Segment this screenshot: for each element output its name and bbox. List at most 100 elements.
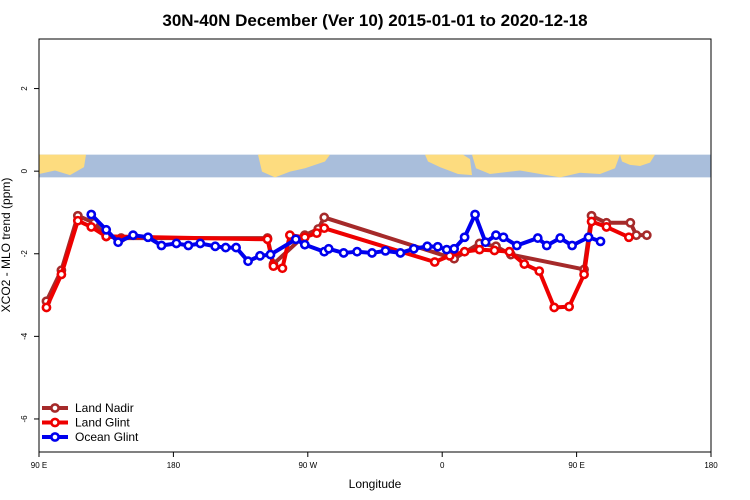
data-point [498,232,509,243]
data-point [231,242,242,253]
data-point [290,234,301,245]
data-point [564,301,575,312]
y-tick-label: -4 [20,332,29,340]
data-point [338,248,349,258]
data-point [299,232,310,243]
legend-marker [50,417,60,428]
legend-item: Ocean Glint [42,430,139,444]
data-point [395,248,406,258]
legend-marker [50,432,60,442]
data-point [623,232,634,243]
y-axis-label: XCO2 - MLO trend (ppm) [0,178,13,313]
data-point [459,246,470,257]
land-shape [425,154,472,176]
data-point [268,261,279,272]
data-point [255,250,265,261]
data-point [72,215,83,226]
data-point [470,209,480,220]
data-point [631,230,642,241]
y-tick-label: -2 [20,250,29,258]
x-tick-label: 180 [704,461,718,470]
data-point [352,246,362,257]
legend-label: Land Glint [75,416,130,430]
data-point [432,241,443,252]
data-point [311,228,322,239]
data-point [595,236,606,247]
chart-title: 30N-40N December (Ver 10) 2015-01-01 to … [162,11,587,30]
data-point [541,240,552,251]
data-point [459,232,470,243]
legend-label: Ocean Glint [75,430,139,444]
data-point [549,302,560,313]
data-point [243,256,253,267]
data-point [601,222,612,232]
data-point [367,248,377,258]
map-strip [39,154,711,178]
x-tick-label: 180 [167,461,181,470]
y-axis: 2 0 -2 -4 -6 [20,86,39,423]
x-axis-label: Longitude [349,477,402,491]
data-point [41,302,52,313]
data-point [210,241,221,252]
data-point [265,249,276,260]
y-tick-label: 2 [20,86,29,91]
series-line [44,213,647,303]
land-shape [258,154,330,178]
data-point [489,245,500,256]
data-point [143,232,153,243]
y-tick-label: 0 [20,168,29,173]
data-point [171,238,182,249]
legend-item: Land Nadir [42,401,134,415]
plot-frame [38,38,712,453]
data-point [220,242,231,253]
data-point [583,232,594,243]
data-point [86,209,97,220]
data-point [156,240,167,251]
legend-marker [50,403,60,413]
data-point [277,263,288,274]
data-point [262,234,273,245]
data-point [625,217,636,228]
data-point [101,224,112,235]
data-point [183,240,194,251]
data-point [504,246,515,257]
series-ocean-glint [86,209,606,267]
data-point [555,233,566,243]
data-point [491,230,501,241]
data-point [449,243,460,254]
data-point [323,243,334,254]
data-point [519,259,530,269]
data-point [195,238,206,249]
series-layer [41,209,652,313]
x-tick-label: 90 W [298,461,317,470]
data-point [480,237,491,248]
data-point [532,233,543,243]
data-point [641,230,652,241]
data-point [380,245,391,256]
legend-item: Land Glint [42,416,130,430]
x-tick-label: 90 E [31,461,47,470]
data-point [567,240,578,251]
data-point [429,257,440,267]
land-shape [39,154,86,176]
x-tick-label: 0 [440,461,445,470]
data-point [56,269,67,280]
series-land-nadir [41,210,652,307]
data-point [113,237,124,248]
land-shape [620,154,655,166]
data-point [299,239,310,250]
x-tick-label: 90 E [568,461,584,470]
land-shape [472,154,620,178]
x-axis: 90 E 180 90 W 0 90 E 180 [31,452,718,470]
data-point [319,212,330,223]
data-point [579,269,589,280]
legend-label: Land Nadir [75,401,134,415]
data-point [441,244,452,255]
y-tick-label: -6 [20,415,29,423]
data-point [86,222,97,232]
data-point [586,216,597,227]
data-point [422,241,433,252]
data-point [128,230,138,241]
